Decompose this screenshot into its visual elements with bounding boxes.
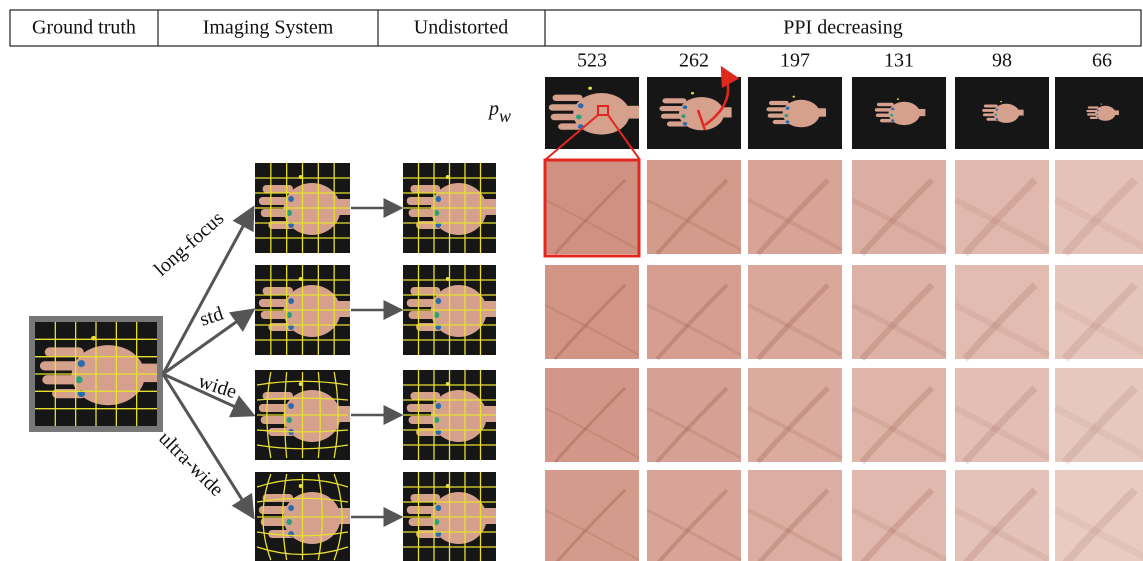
- skin-patch: [748, 265, 842, 359]
- header-cell: Undistorted: [414, 17, 508, 39]
- skin-patch: [647, 470, 741, 561]
- skin-patch: [1055, 368, 1143, 462]
- skin-patch: [1055, 160, 1143, 254]
- skin-patch: [852, 265, 946, 359]
- captured-image: [255, 370, 350, 460]
- skin-patch: [647, 368, 741, 462]
- skin-patch: [748, 368, 842, 462]
- skin-patch: [545, 265, 639, 359]
- undistorted-image: [403, 265, 496, 355]
- ppi-value: 66: [1092, 50, 1112, 72]
- skin-patch: [748, 160, 842, 254]
- skin-patch: [852, 470, 946, 561]
- header-cell: PPI decreasing: [783, 17, 902, 39]
- skin-patch: [647, 160, 741, 254]
- skin-patch: [955, 265, 1049, 359]
- ppi-value: 131: [884, 50, 914, 72]
- skin-patch: [852, 368, 946, 462]
- branch-label: ultra-wide: [154, 427, 228, 501]
- skin-patch: [955, 368, 1049, 462]
- patch: [545, 470, 639, 561]
- ppi-value: 523: [577, 50, 607, 72]
- thumbnail: [852, 77, 946, 149]
- skin-patch: [1055, 265, 1143, 359]
- thumbnail: [748, 77, 842, 149]
- skin-patch: [545, 368, 639, 462]
- label-sub: w: [499, 106, 511, 126]
- page: Ground truth Imaging System Undistorted …: [0, 0, 1143, 561]
- skin-patch: [647, 265, 741, 359]
- ppi-value: 98: [992, 50, 1012, 72]
- skin-patch: [852, 160, 946, 254]
- ground-truth-image: [35, 322, 157, 426]
- undistorted-image: [403, 472, 496, 561]
- label-main: p: [487, 98, 499, 120]
- captured-image: [255, 163, 350, 253]
- skin-patch: [1055, 470, 1143, 561]
- skin-patch: [545, 160, 639, 254]
- undistorted-image: [403, 163, 496, 253]
- header-cell: Ground truth: [32, 17, 136, 39]
- thumbnail: [1055, 77, 1143, 149]
- skin-patch: [545, 470, 639, 561]
- header-cell: Imaging System: [203, 17, 334, 39]
- branch-label: wide: [196, 370, 240, 403]
- ppi-value: 262: [679, 50, 709, 72]
- branch-label: std: [197, 303, 226, 331]
- figure: Ground truth Imaging System Undistorted …: [0, 0, 1143, 561]
- branch-label: long-focus: [150, 207, 228, 281]
- resolution-label: pw: [487, 98, 511, 127]
- undistorted-image: [403, 370, 496, 460]
- captured-image: [255, 472, 350, 561]
- captured-image: [255, 265, 350, 355]
- skin-patch: [955, 470, 1049, 561]
- skin-patch: [955, 160, 1049, 254]
- thumbnail: [955, 77, 1049, 149]
- ppi-value: 197: [780, 50, 810, 72]
- header-table: [10, 10, 1141, 46]
- skin-patch: [748, 470, 842, 561]
